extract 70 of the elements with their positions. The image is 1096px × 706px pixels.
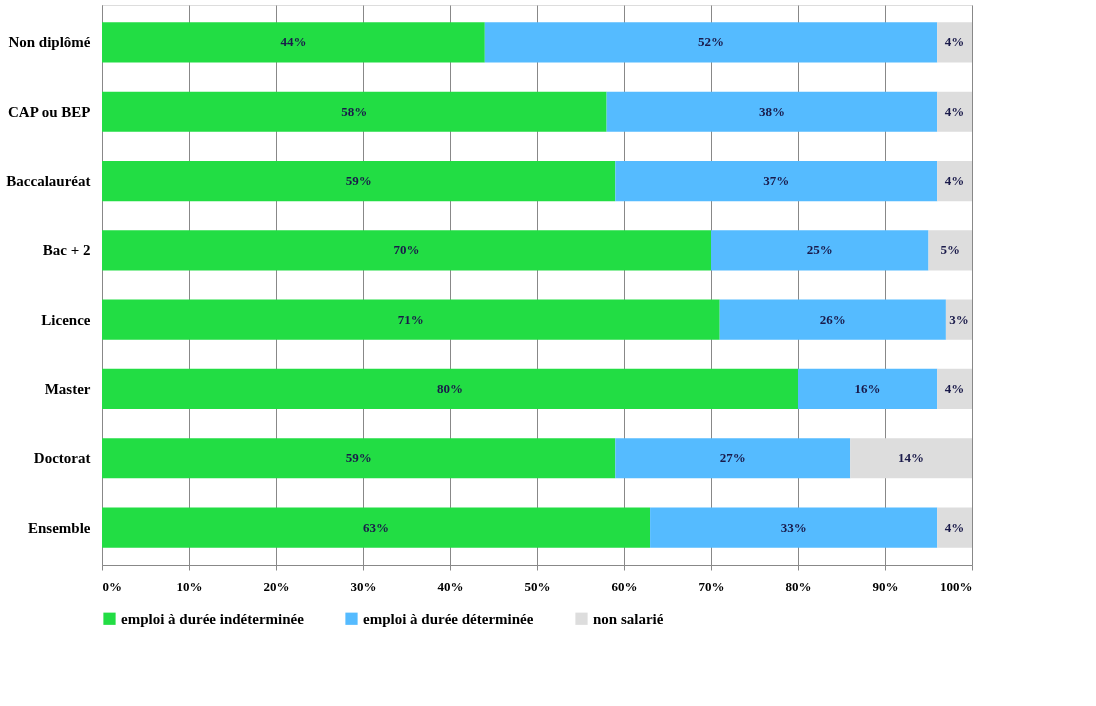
x-tick-label: 80% bbox=[785, 578, 812, 594]
data-label: 44% bbox=[280, 34, 307, 50]
bar bbox=[719, 299, 946, 340]
bar bbox=[928, 230, 972, 271]
bar bbox=[102, 160, 616, 202]
bar bbox=[615, 438, 851, 479]
data-label: 3% bbox=[949, 311, 969, 327]
data-label: 80% bbox=[437, 380, 463, 396]
bar bbox=[937, 160, 972, 202]
y-tick-label: Licence bbox=[41, 311, 91, 328]
data-label: 71% bbox=[397, 311, 424, 327]
x-tick-label: 40% bbox=[437, 578, 464, 594]
data-label: 26% bbox=[819, 311, 846, 327]
x-tick-label: 90% bbox=[872, 578, 899, 594]
data-label: 37% bbox=[763, 173, 790, 189]
y-tick-label: Doctorat bbox=[33, 450, 91, 467]
x-tick-label: 30% bbox=[350, 578, 377, 594]
data-label: 25% bbox=[806, 242, 833, 258]
x-tick-label: 100% bbox=[940, 578, 973, 594]
y-tick-label: Master bbox=[44, 380, 91, 397]
x-tick-label: 0% bbox=[102, 578, 122, 594]
bar bbox=[945, 299, 972, 340]
data-label: 63% bbox=[363, 519, 390, 535]
bar bbox=[102, 368, 798, 410]
x-tick-label: 10% bbox=[176, 578, 203, 594]
data-label: 52% bbox=[698, 34, 724, 50]
data-label: 38% bbox=[758, 103, 785, 119]
bar bbox=[102, 91, 607, 132]
bar bbox=[102, 438, 616, 479]
data-label: 33% bbox=[780, 519, 807, 535]
y-tick-label: Non diplômé bbox=[8, 34, 91, 51]
data-label: 5% bbox=[940, 242, 960, 258]
bar bbox=[650, 507, 938, 548]
legend-label: non salarié bbox=[593, 610, 664, 627]
x-tick-label: 60% bbox=[611, 578, 638, 594]
bar bbox=[937, 507, 972, 548]
y-tick-label: Ensemble bbox=[27, 519, 91, 536]
bar bbox=[937, 22, 972, 63]
bar bbox=[850, 438, 972, 479]
data-label: 16% bbox=[854, 380, 881, 396]
bar bbox=[102, 230, 711, 271]
y-tick-label: Bac + 2 bbox=[42, 242, 91, 259]
data-label: 27% bbox=[719, 450, 746, 466]
y-tick-label: Baccalauréat bbox=[6, 173, 91, 190]
data-label: 70% bbox=[393, 242, 420, 258]
bar bbox=[102, 299, 720, 340]
bar bbox=[711, 230, 929, 271]
data-label: 4% bbox=[944, 519, 965, 535]
data-label: 4% bbox=[944, 103, 965, 119]
bar bbox=[102, 22, 485, 63]
x-tick-label: 20% bbox=[263, 578, 290, 594]
data-label: 58% bbox=[341, 103, 368, 119]
data-label: 59% bbox=[345, 173, 372, 189]
y-tick-label: CAP ou BEP bbox=[7, 103, 91, 120]
bar bbox=[102, 507, 651, 548]
bar bbox=[615, 160, 938, 202]
data-label: 4% bbox=[944, 380, 965, 396]
bar bbox=[937, 91, 972, 132]
legend-label: emploi à durée indéterminée bbox=[121, 610, 305, 627]
legend-label: emploi à durée déterminée bbox=[363, 610, 534, 627]
bar bbox=[937, 368, 972, 410]
x-tick-label: 50% bbox=[524, 578, 551, 594]
data-label: 4% bbox=[944, 173, 965, 189]
x-tick-label: 70% bbox=[698, 578, 725, 594]
bar bbox=[606, 91, 938, 132]
data-label: 4% bbox=[944, 34, 965, 50]
bar bbox=[798, 368, 938, 410]
bar bbox=[484, 22, 938, 63]
data-label: 14% bbox=[898, 450, 925, 466]
data-label: 59% bbox=[345, 450, 372, 466]
